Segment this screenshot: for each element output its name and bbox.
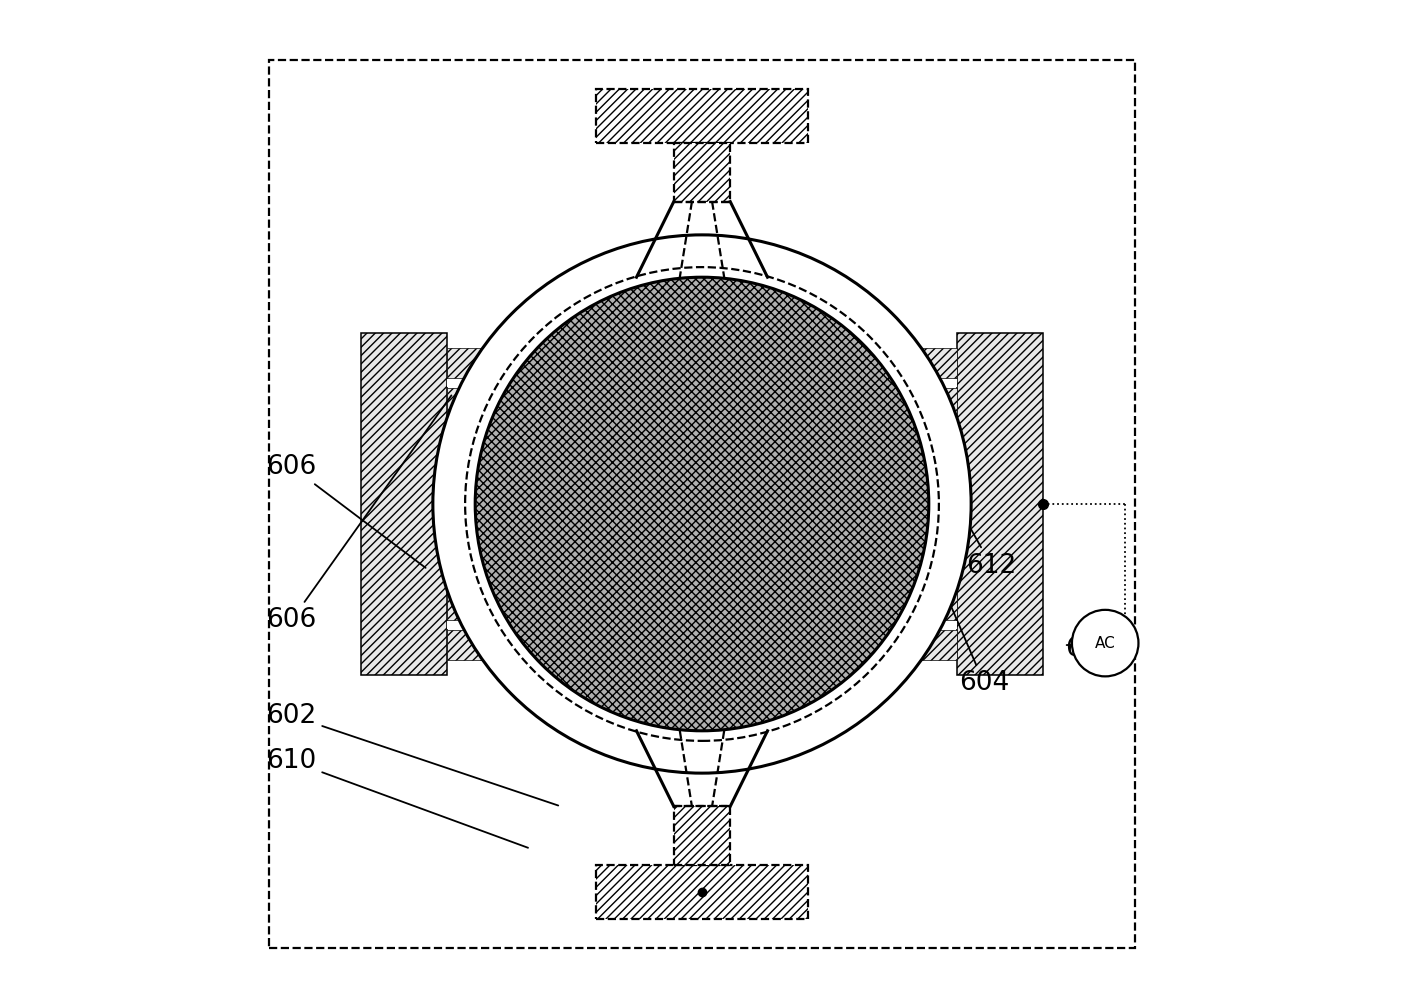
Bar (446, 460, 497, 468)
Bar (446, 630, 507, 660)
Bar (897, 630, 958, 660)
Text: AC: AC (1095, 636, 1116, 650)
Text: 610: 610 (267, 748, 528, 848)
Bar (446, 419, 497, 427)
Bar (446, 621, 497, 629)
Bar (897, 590, 958, 620)
Bar (446, 428, 507, 459)
Bar (907, 419, 958, 427)
Bar (907, 500, 958, 508)
Bar (446, 500, 497, 508)
Bar (446, 590, 507, 620)
Bar (907, 540, 958, 548)
Bar (907, 621, 958, 629)
Bar (361, 333, 446, 675)
Bar (674, 806, 730, 865)
Text: 604: 604 (824, 310, 1009, 697)
Bar (268, 60, 1136, 948)
Bar (907, 581, 958, 589)
Bar (597, 865, 807, 919)
Bar (907, 379, 958, 387)
Text: 606: 606 (267, 395, 452, 633)
Bar (446, 549, 507, 580)
Text: 606: 606 (267, 454, 425, 568)
Circle shape (475, 277, 929, 731)
Bar (446, 581, 497, 589)
Bar (897, 348, 958, 378)
Bar (897, 509, 958, 539)
Bar (446, 469, 507, 499)
Bar (674, 143, 730, 202)
Bar (897, 428, 958, 459)
Bar (597, 865, 807, 919)
Circle shape (1071, 610, 1139, 676)
Bar (897, 549, 958, 580)
Text: 608: 608 (1064, 636, 1115, 662)
Bar (897, 388, 958, 418)
Bar (897, 469, 958, 499)
Bar (446, 379, 497, 387)
Text: 612: 612 (959, 506, 1016, 579)
Circle shape (432, 235, 972, 773)
Bar (446, 509, 507, 539)
Bar (597, 89, 807, 143)
Bar (674, 806, 730, 865)
Text: 602: 602 (267, 703, 559, 805)
Bar (446, 540, 497, 548)
Bar (674, 143, 730, 202)
Bar (597, 89, 807, 143)
Bar (958, 333, 1043, 675)
Bar (446, 348, 507, 378)
Bar (907, 460, 958, 468)
Bar (446, 388, 507, 418)
